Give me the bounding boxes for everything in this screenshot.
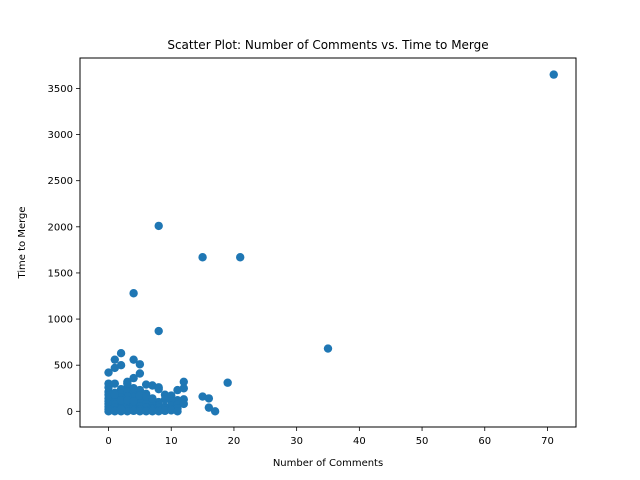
data-point (223, 378, 232, 387)
x-axis-label: Number of Comments (273, 458, 383, 469)
data-point (135, 360, 145, 369)
data-point (116, 349, 126, 358)
data-point (104, 368, 113, 377)
data-point (167, 406, 176, 415)
y-tick-label: 1500 (48, 268, 73, 279)
plot-area-frame (79, 57, 577, 428)
data-point (129, 384, 138, 393)
data-point (179, 384, 188, 393)
y-tick-label: 2500 (48, 176, 73, 187)
data-point (154, 326, 163, 336)
data-point (116, 396, 126, 405)
data-point (323, 344, 333, 353)
data-point (141, 380, 151, 389)
data-point (198, 253, 207, 262)
y-tick-label: 500 (54, 361, 73, 372)
data-point (129, 289, 138, 298)
data-point (173, 407, 182, 416)
data-point (104, 390, 113, 399)
data-point (104, 407, 113, 416)
data-point (129, 406, 138, 416)
y-tick-label: 0 (67, 407, 73, 418)
y-tick-label: 3000 (48, 130, 73, 141)
chart-title: Scatter Plot: Number of Comments vs. Tim… (167, 38, 488, 52)
data-point (204, 403, 214, 412)
data-point (179, 377, 188, 386)
y-tick-label: 3500 (48, 84, 73, 95)
data-point (110, 355, 120, 364)
data-point (160, 406, 170, 416)
x-tick-label: 30 (290, 436, 303, 447)
data-point (135, 407, 145, 416)
y-axis-ticks: 0 500 1000 1500 2000 2500 3000 3500 (48, 84, 80, 418)
data-point (123, 396, 132, 405)
data-point (154, 221, 163, 231)
y-tick-label: 1000 (48, 315, 73, 326)
x-tick-label: 20 (228, 436, 241, 447)
data-point (204, 394, 214, 403)
data-point (129, 355, 138, 364)
data-point (116, 405, 126, 414)
data-point (110, 390, 120, 399)
data-point (123, 379, 132, 388)
x-tick-label: 40 (353, 436, 366, 447)
data-point (148, 394, 157, 403)
x-tick-label: 10 (165, 436, 178, 447)
x-tick-label: 60 (478, 436, 491, 447)
data-point (129, 396, 138, 406)
data-point (154, 384, 163, 394)
x-axis-ticks: 0 10 20 30 40 50 60 70 (105, 427, 554, 447)
data-point (135, 391, 145, 400)
x-tick-label: 50 (416, 436, 429, 447)
data-point (210, 407, 220, 416)
data-point (104, 383, 113, 392)
data-point (129, 373, 138, 383)
data-point (110, 379, 120, 388)
data-point (160, 395, 170, 404)
x-tick-label: 0 (105, 436, 111, 447)
data-point (135, 369, 145, 378)
data-point (236, 253, 245, 262)
points-layer (104, 70, 558, 416)
data-point (110, 363, 120, 373)
y-tick-label: 2000 (48, 222, 73, 233)
data-point (148, 407, 157, 416)
data-point (549, 70, 558, 79)
x-tick-label: 70 (541, 436, 554, 447)
y-axis-label: Time to Merge (17, 206, 28, 279)
data-point (141, 407, 151, 416)
data-point (179, 399, 188, 409)
data-point (154, 407, 163, 416)
data-point (116, 360, 126, 370)
